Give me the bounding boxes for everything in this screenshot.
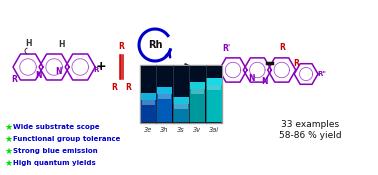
Text: High quantum yields: High quantum yields bbox=[13, 160, 96, 166]
Text: Rh: Rh bbox=[148, 40, 162, 50]
FancyBboxPatch shape bbox=[141, 93, 156, 100]
FancyBboxPatch shape bbox=[141, 65, 156, 93]
Text: R': R' bbox=[222, 44, 230, 53]
FancyBboxPatch shape bbox=[206, 78, 222, 122]
Text: N: N bbox=[35, 71, 42, 80]
Text: Strong blue emission: Strong blue emission bbox=[13, 148, 98, 154]
Text: Wide substrate scope: Wide substrate scope bbox=[13, 124, 100, 130]
Text: N: N bbox=[261, 77, 268, 86]
Text: 3v: 3v bbox=[193, 127, 201, 133]
Text: *: * bbox=[99, 66, 102, 71]
FancyBboxPatch shape bbox=[190, 82, 205, 89]
Text: H: H bbox=[25, 39, 31, 48]
Text: ★: ★ bbox=[4, 122, 12, 131]
Text: R: R bbox=[94, 67, 99, 73]
FancyBboxPatch shape bbox=[158, 94, 171, 99]
Text: R: R bbox=[293, 58, 299, 68]
FancyBboxPatch shape bbox=[206, 65, 222, 78]
FancyBboxPatch shape bbox=[141, 100, 155, 105]
Text: Functional group tolerance: Functional group tolerance bbox=[13, 136, 120, 142]
Text: 33 examples
58-86 % yield: 33 examples 58-86 % yield bbox=[279, 120, 341, 140]
Text: R: R bbox=[279, 43, 285, 52]
FancyBboxPatch shape bbox=[157, 87, 172, 122]
Text: +: + bbox=[96, 61, 107, 74]
Text: ★: ★ bbox=[4, 159, 12, 167]
Text: R": R" bbox=[317, 71, 326, 77]
FancyBboxPatch shape bbox=[207, 85, 220, 90]
Text: N: N bbox=[248, 74, 255, 83]
Text: R: R bbox=[111, 83, 117, 92]
FancyBboxPatch shape bbox=[191, 89, 204, 94]
Text: 3s: 3s bbox=[177, 127, 185, 133]
FancyBboxPatch shape bbox=[206, 78, 222, 85]
Text: 3h: 3h bbox=[160, 127, 169, 133]
Text: ★: ★ bbox=[4, 135, 12, 144]
FancyBboxPatch shape bbox=[173, 65, 189, 97]
FancyBboxPatch shape bbox=[190, 65, 205, 82]
FancyBboxPatch shape bbox=[174, 104, 188, 109]
FancyBboxPatch shape bbox=[157, 65, 172, 87]
Text: H: H bbox=[58, 40, 65, 49]
Text: ★: ★ bbox=[4, 146, 12, 156]
FancyBboxPatch shape bbox=[173, 97, 189, 122]
Text: N: N bbox=[55, 67, 62, 76]
FancyBboxPatch shape bbox=[140, 65, 222, 123]
FancyBboxPatch shape bbox=[157, 87, 172, 94]
FancyBboxPatch shape bbox=[190, 82, 205, 122]
Text: R: R bbox=[125, 83, 131, 92]
Text: 3ai: 3ai bbox=[209, 127, 219, 133]
FancyBboxPatch shape bbox=[173, 97, 189, 104]
Text: R: R bbox=[118, 42, 124, 51]
FancyBboxPatch shape bbox=[141, 93, 156, 122]
Text: R: R bbox=[12, 75, 17, 83]
Text: 3e: 3e bbox=[144, 127, 152, 133]
